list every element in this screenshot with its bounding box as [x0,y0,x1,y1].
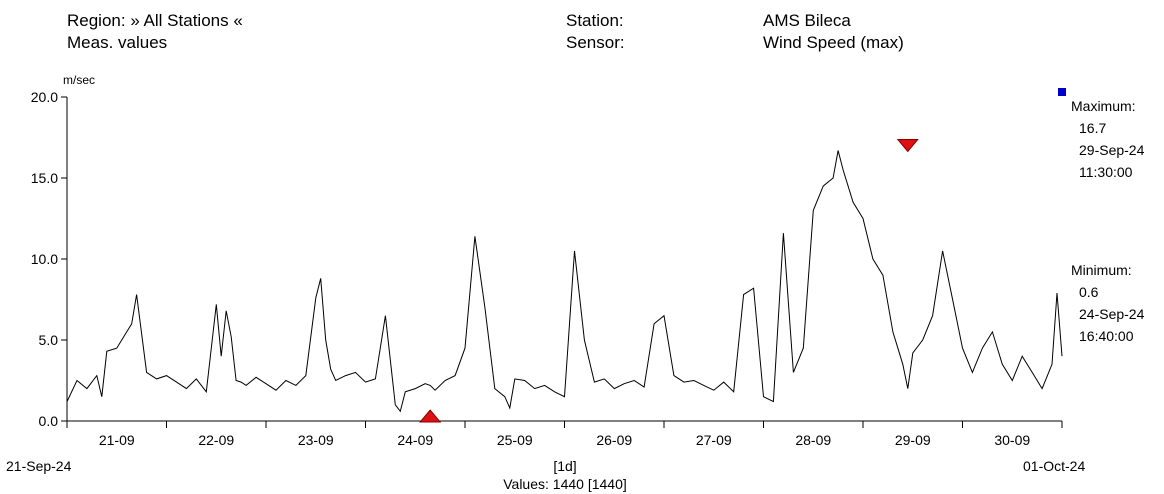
x-tick-label: 28-09 [795,432,831,448]
max-label: Maximum: [1071,98,1136,114]
max-marker [896,138,919,153]
sensor-value: Wind Speed (max) [763,33,904,52]
series-group [66,150,1063,413]
y-tick-label: 0.0 [39,413,59,429]
y-axis-unit-label: m/sec [63,73,95,87]
y-tick-label: 20.0 [31,89,58,105]
region-label: Region: » All Stations « [67,11,243,30]
x-tick-label: 26-09 [596,432,632,448]
end-date-label: 01-Oct-24 [1023,458,1085,474]
x-tick-label: 30-09 [994,432,1030,448]
y-tick-label: 10.0 [31,251,58,267]
x-tick-label: 25-09 [497,432,533,448]
station-label: Station: [566,11,624,30]
min-marker [419,409,442,423]
max-date: 29-Sep-24 [1079,142,1145,158]
x-tick-label: 29-09 [895,432,931,448]
sensor-label: Sensor: [566,33,625,52]
y-axis: 0.0 5.0 10.0 15.0 20.0 [31,89,68,429]
interval-label: [1d] [553,458,576,474]
min-time: 16:40:00 [1079,328,1134,344]
station-value: AMS Bileca [763,11,851,30]
min-date: 24-Sep-24 [1079,306,1145,322]
x-tick-label: 23-09 [298,432,334,448]
x-axis: 21-09 22-09 23-09 24-09 25-09 26-09 27-09 28-09… [66,420,1063,448]
values-count-label: Values: 1440 [1440] [503,476,627,492]
y-tick-label: 5.0 [39,332,59,348]
extreme-markers [419,138,919,423]
max-value: 16.7 [1079,120,1107,136]
min-value: 0.6 [1079,284,1099,300]
series-line [66,150,1063,413]
max-time: 11:30:00 [1079,164,1133,180]
x-tick-label: 24-09 [397,432,433,448]
x-tick-label: 21-09 [99,432,135,448]
x-tick-label: 27-09 [696,432,732,448]
y-tick-label: 15.0 [31,170,58,186]
min-label: Minimum: [1071,262,1132,278]
start-date-label: 21-Sep-24 [6,458,72,474]
x-tick-label: 22-09 [198,432,234,448]
mode-label: Meas. values [67,33,168,52]
legend-marker-icon [1058,88,1066,96]
